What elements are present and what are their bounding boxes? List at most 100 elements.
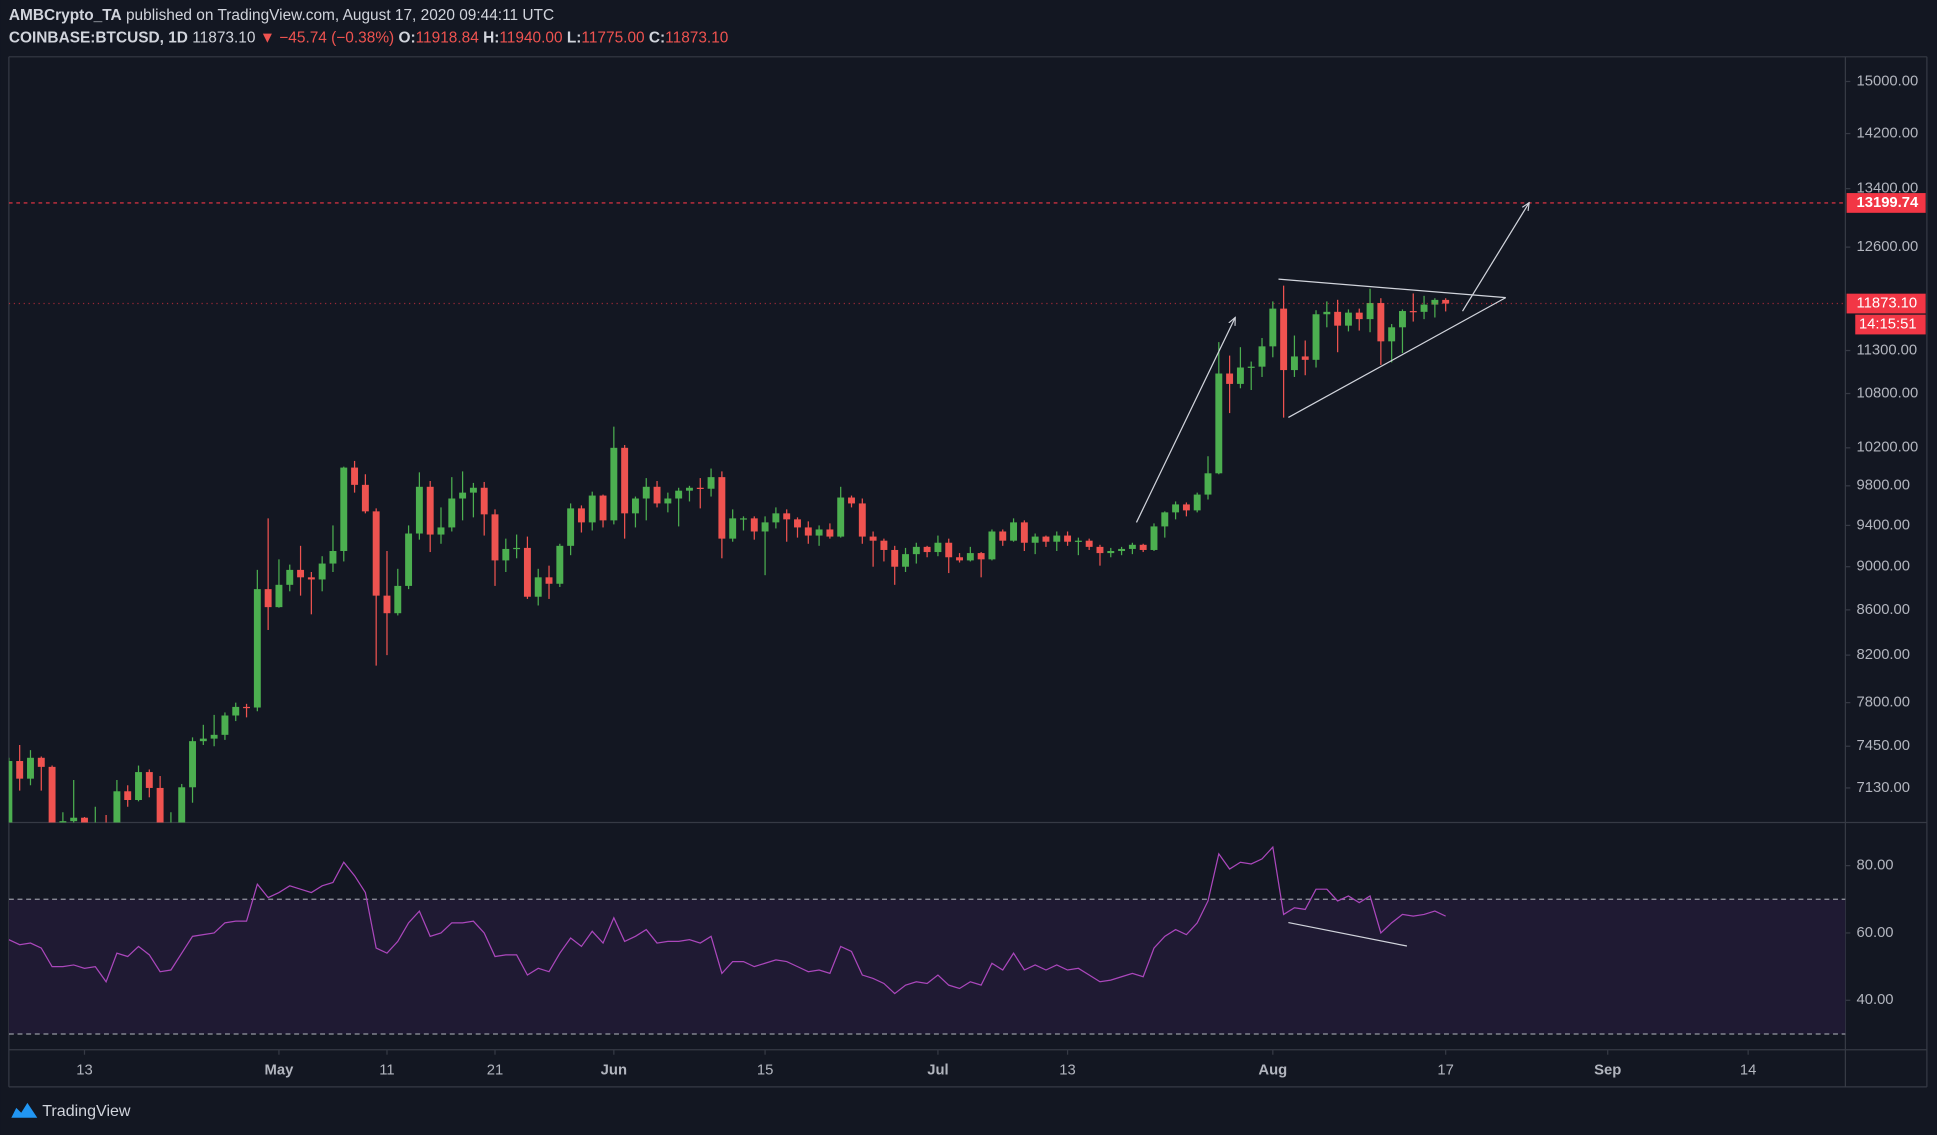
candle-body xyxy=(945,542,953,558)
candle-body xyxy=(794,519,801,528)
published: published on TradingView.com, August 17,… xyxy=(126,7,554,24)
candle-body xyxy=(189,741,196,788)
candle-body xyxy=(815,529,823,536)
candle-body xyxy=(221,715,229,735)
candle-body xyxy=(199,738,207,742)
candle-body xyxy=(740,518,747,520)
candle-body xyxy=(178,787,186,823)
symbol: COINBASE:BTCUSD, 1D xyxy=(9,29,188,46)
candle-body xyxy=(1193,494,1201,511)
candle-body xyxy=(923,546,931,553)
candle-body xyxy=(232,706,240,716)
rsi-y-tick-label: 40.00 xyxy=(1856,992,1893,1008)
candle-body xyxy=(405,533,413,586)
candle-body xyxy=(934,542,942,553)
y-tick-label: 9400.00 xyxy=(1856,517,1910,533)
candle-body xyxy=(1442,299,1450,304)
candle-body xyxy=(1107,551,1115,554)
candle-body xyxy=(210,734,218,739)
candle-body xyxy=(577,508,585,523)
candle-body xyxy=(1139,544,1147,550)
y-tick-label: 8600.00 xyxy=(1856,602,1910,618)
c: 11873.10 xyxy=(665,29,728,46)
candle-body xyxy=(696,487,704,489)
candle-body xyxy=(631,498,639,514)
last: 11873.10 xyxy=(192,29,255,46)
y-tick-label: 9000.00 xyxy=(1856,559,1910,575)
candle-body xyxy=(351,467,359,485)
countdown-box xyxy=(1855,314,1926,335)
candle-body xyxy=(1204,473,1212,495)
y-tick-label: 15000.00 xyxy=(1856,73,1918,89)
candle-body xyxy=(545,577,553,584)
candle-body xyxy=(1366,303,1374,320)
x-tick-label: 13 xyxy=(1059,1063,1075,1079)
candle-body xyxy=(394,585,402,614)
candle-body xyxy=(902,554,909,567)
candle-body xyxy=(1323,311,1331,315)
y-tick-label: 14200.00 xyxy=(1856,125,1918,141)
y-tick-label: 13400.00 xyxy=(1856,181,1918,197)
candle-body xyxy=(729,518,737,539)
price-pane xyxy=(8,202,1846,823)
candle-body xyxy=(1269,308,1277,347)
candle-body xyxy=(16,761,24,779)
candle-body xyxy=(480,487,488,515)
l-label: L: xyxy=(567,29,582,46)
candle-body xyxy=(91,822,99,823)
candle-body xyxy=(1226,373,1234,384)
candle-body xyxy=(156,787,164,823)
candle-body xyxy=(1215,373,1223,474)
drawings xyxy=(1135,203,1529,947)
candle-body xyxy=(297,569,305,578)
x-tick-label: 21 xyxy=(487,1063,503,1079)
candle-body xyxy=(912,546,920,555)
candle-body xyxy=(513,547,521,550)
candle-body xyxy=(459,492,467,499)
y-tick-label: 7800.00 xyxy=(1856,695,1910,711)
candle-body xyxy=(664,498,672,504)
x-tick-label: 17 xyxy=(1437,1063,1453,1079)
candle-body xyxy=(642,486,650,499)
candle-body xyxy=(534,577,542,597)
candle-body xyxy=(567,508,575,546)
candle-body xyxy=(1010,522,1018,541)
candle-body xyxy=(523,547,531,597)
candle-body xyxy=(826,529,834,537)
candle-body xyxy=(102,822,110,823)
candle-body xyxy=(1355,312,1363,320)
target-label: 13199.74 xyxy=(1856,195,1919,211)
candle-body xyxy=(1042,536,1050,542)
candle-body xyxy=(653,486,661,504)
candle-body xyxy=(1344,312,1352,326)
o-label: O: xyxy=(398,29,415,46)
rsi-y-tick-label: 60.00 xyxy=(1856,925,1893,941)
candle-body xyxy=(383,595,391,614)
candle-body xyxy=(1064,535,1072,542)
c-label: C: xyxy=(649,29,665,46)
candle-body xyxy=(1096,546,1104,554)
candle-body xyxy=(750,518,758,532)
candle-body xyxy=(48,766,56,823)
candle-body xyxy=(1312,314,1320,360)
candle-body xyxy=(1182,504,1190,511)
candle-body xyxy=(783,513,791,520)
y-tick-label: 9800.00 xyxy=(1856,478,1910,494)
header-line: COINBASE:BTCUSD, 1D 11873.10 ▼ −45.74 (−… xyxy=(9,29,729,46)
candle-body xyxy=(81,817,88,823)
candle-body xyxy=(1118,548,1126,552)
candle-body xyxy=(1085,540,1093,547)
candle-body xyxy=(956,557,963,561)
candle-body xyxy=(502,548,510,561)
candle-body xyxy=(1053,535,1061,542)
target-label-box xyxy=(1846,193,1926,213)
last-price-box xyxy=(1846,293,1926,314)
candle-body xyxy=(329,551,337,564)
frame xyxy=(8,56,1928,1088)
candle-body xyxy=(1388,327,1396,342)
candle-body xyxy=(1377,303,1385,342)
candle-body xyxy=(415,486,423,534)
candle-body xyxy=(1290,356,1298,371)
rsi-divergence-line xyxy=(1288,921,1408,947)
